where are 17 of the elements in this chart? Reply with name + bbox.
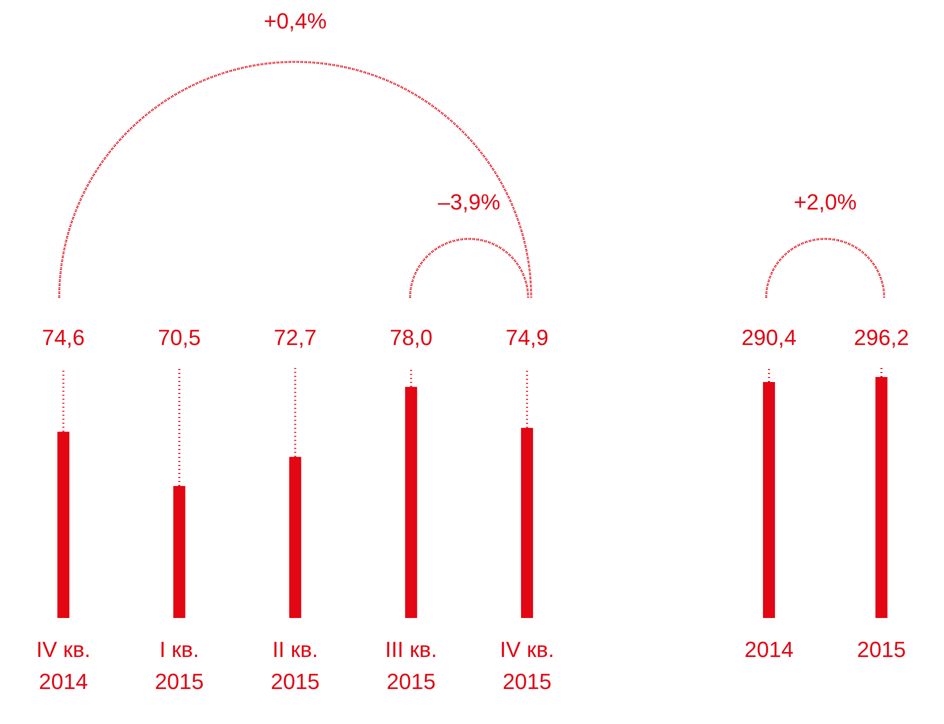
- data-label: 290,4: [741, 325, 797, 350]
- x-tick-label: 2014: [744, 637, 794, 662]
- x-tick-label: I кв. 2015: [154, 637, 204, 694]
- annotation: +2,0%: [794, 189, 857, 214]
- data-label: 70,5: [158, 325, 201, 350]
- x-tick-label: III кв. 2015: [385, 637, 438, 694]
- data-label: 74,6: [42, 325, 85, 350]
- x-tick-label: IV кв. 2014: [36, 637, 91, 694]
- x-tick-label: IV кв. 2015: [500, 637, 554, 694]
- x-tick-label: 2015: [856, 637, 906, 662]
- data-label: 74,9: [506, 325, 548, 350]
- x-tick-label: II кв. 2015: [270, 637, 320, 694]
- annotation: +0,4%: [264, 8, 327, 34]
- data-label: 72,7: [274, 325, 317, 350]
- data-label: 78,0: [390, 325, 433, 350]
- data-label: 296,2: [854, 325, 909, 350]
- annotation: –3,9%: [438, 189, 500, 214]
